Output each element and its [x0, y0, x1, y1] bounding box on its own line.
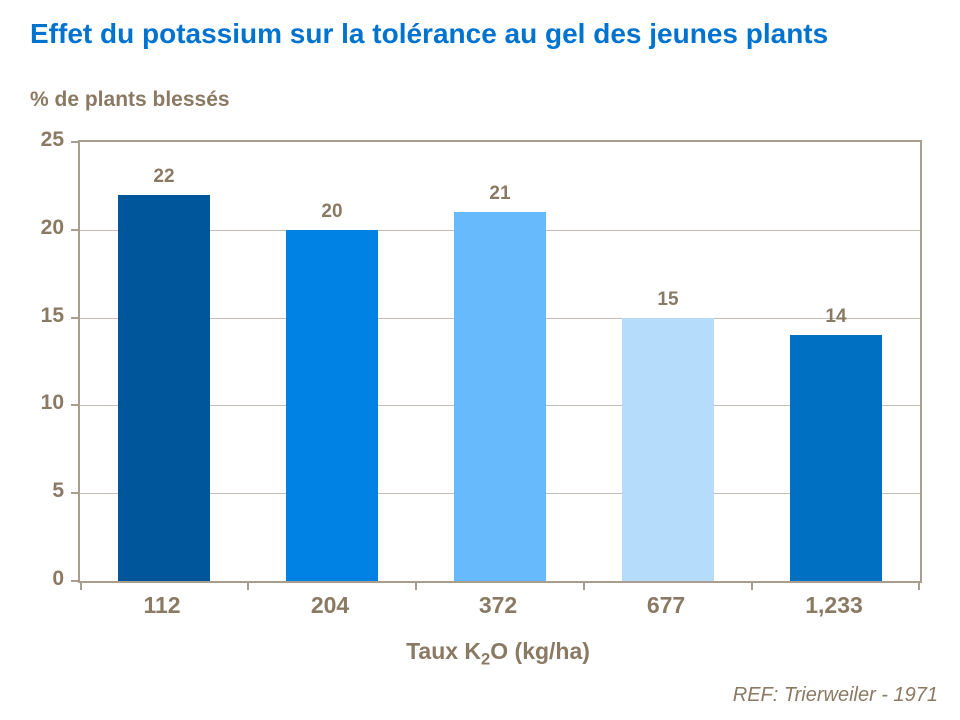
- bar-value-label: 15: [657, 288, 679, 310]
- y-axis-title: % de plants blessés: [30, 88, 230, 111]
- y-axis-tick: [71, 228, 80, 231]
- chart-title: Effet du potassium sur la tolérance au g…: [30, 18, 829, 49]
- x-axis-tick: [583, 581, 585, 590]
- x-axis-tick: [247, 581, 249, 590]
- y-tick-label: 25: [40, 128, 64, 151]
- bar-1,233: [790, 335, 882, 581]
- bar-677: [622, 317, 714, 581]
- y-axis-tick: [71, 404, 80, 407]
- bar-value-label: 22: [153, 165, 175, 187]
- x-tick-label: 112: [143, 592, 181, 618]
- y-tick-label: 20: [40, 215, 64, 239]
- bar-value-label: 21: [489, 183, 511, 205]
- x-axis-title-subscript: 2: [481, 649, 491, 669]
- x-axis-tick: [918, 581, 920, 590]
- bar-112: [118, 194, 210, 581]
- x-tick-label: 372: [478, 592, 518, 618]
- x-axis-tick: [80, 581, 82, 590]
- y-tick-label: 5: [52, 479, 64, 503]
- y-axis-tick: [71, 580, 80, 582]
- plot-area: 22 20 21 15 14: [71, 140, 922, 590]
- x-tick-label: 1,233: [805, 592, 863, 618]
- reference-note: REF: Trierweiler - 1971: [732, 684, 938, 706]
- y-axis-labels: 0 5 10 15 20 25: [0, 128, 64, 590]
- y-axis-tick: [71, 141, 80, 143]
- y-tick-label: 0: [52, 567, 64, 590]
- bar-value-label: 20: [321, 200, 343, 222]
- y-tick-label: 10: [40, 391, 64, 415]
- x-tick-label: 204: [310, 592, 350, 618]
- x-axis-title: Taux K2O (kg/ha): [78, 638, 918, 667]
- bar-value-label: 14: [825, 306, 847, 328]
- y-axis-tick: [71, 316, 80, 319]
- x-tick-label: 677: [646, 592, 686, 618]
- bar-204: [286, 229, 378, 581]
- x-axis-title-pre: Taux K: [406, 638, 482, 664]
- y-axis-tick: [71, 492, 80, 495]
- x-axis-tick: [751, 581, 753, 590]
- x-axis-labels: 112 204 372 677 1,233: [78, 592, 918, 624]
- x-axis-tick: [415, 581, 417, 590]
- y-tick-label: 15: [40, 303, 64, 327]
- x-axis-title-post: O (kg/ha): [490, 638, 590, 664]
- bar-372: [454, 212, 546, 581]
